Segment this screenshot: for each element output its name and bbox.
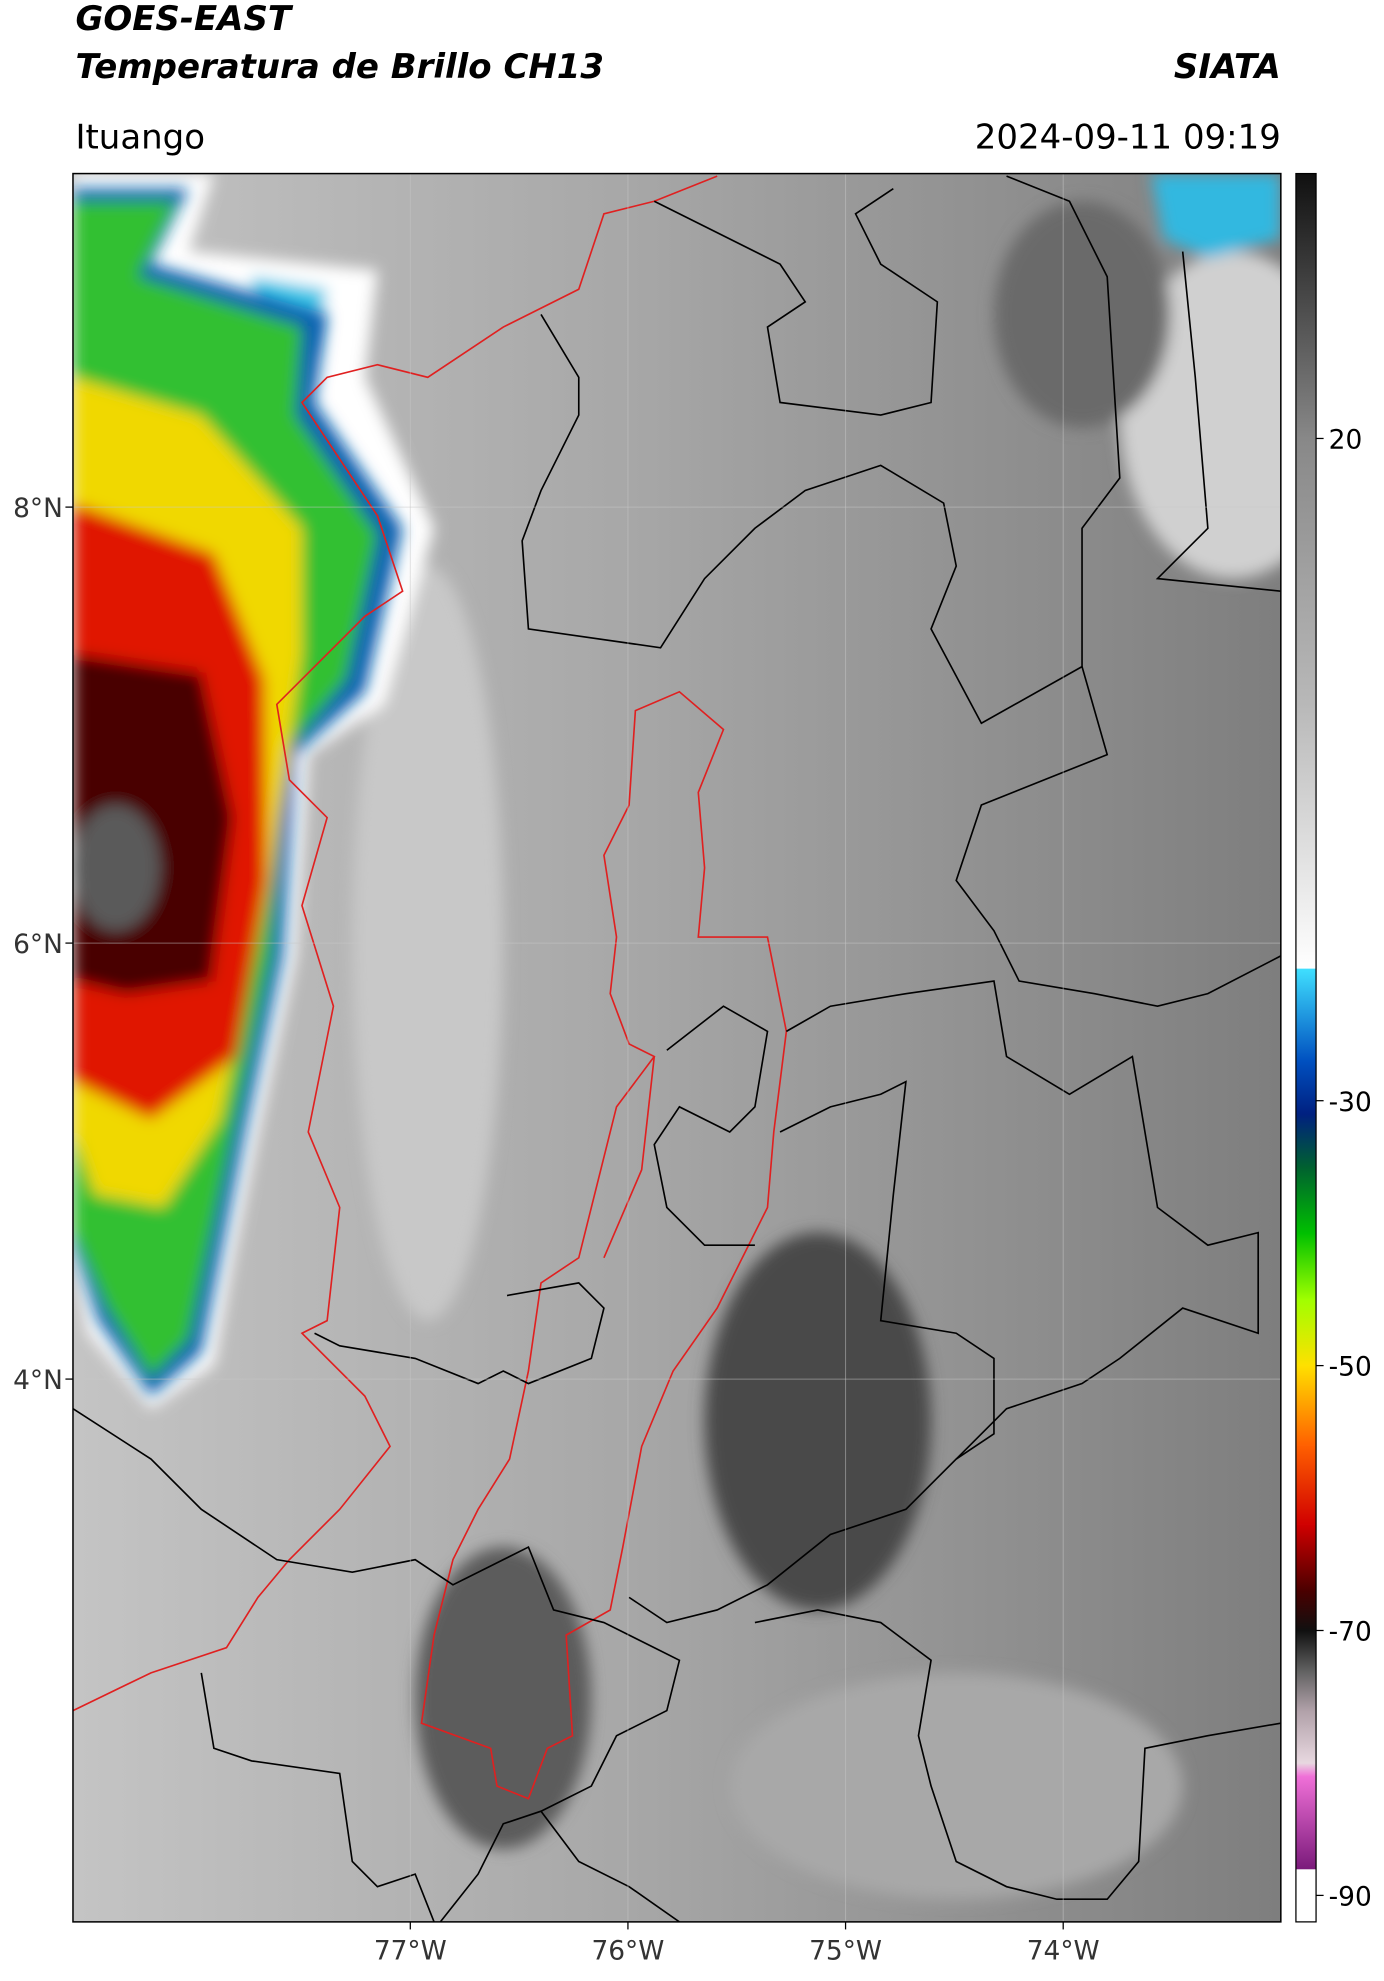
timestamp: 2024-09-11 09:19 [975, 117, 1281, 157]
x-tick-label: 76°W [591, 1936, 664, 1967]
colorbar-segment [1295, 1670, 1317, 1711]
colorbar-tick-label: 20 [1329, 425, 1363, 456]
axes: 77°W 76°W 75°W 74°W 8°N 6°N 4°N 20 -30 -50 -70 -90 [13, 425, 1372, 1967]
location: Ituango [75, 117, 205, 157]
colorbar-segment [1295, 1762, 1317, 1777]
colorbar-segment [1295, 438, 1317, 704]
map-frame [72, 172, 1282, 1923]
colorbar-segment [1295, 1590, 1317, 1631]
colorbar-segment [1295, 703, 1317, 969]
colorbar-tick-label: -70 [1329, 1617, 1372, 1648]
colorbar-segment [1295, 1776, 1317, 1870]
colorbar-tick-label: -50 [1329, 1352, 1372, 1383]
colorbar-segment [1295, 1060, 1317, 1115]
colorbar-segment [1295, 1166, 1317, 1234]
colorbar-segment [1295, 1709, 1317, 1764]
x-tick-label: 75°W [809, 1936, 882, 1967]
colorbar [1295, 173, 1317, 1923]
satellite-image [72, 173, 1281, 1922]
colorbar-segment [1295, 1113, 1317, 1168]
colorbar-segment [1295, 1868, 1317, 1923]
grid [72, 173, 1281, 1922]
colorbar-segment [1295, 1233, 1317, 1300]
colorbar-tick-label: -30 [1329, 1087, 1372, 1118]
title: GOES-EAST [75, 0, 293, 39]
colorbar-segment [1295, 1524, 1317, 1592]
y-tick-label: 8°N [13, 493, 63, 524]
colorbar-segment [1295, 968, 1317, 1062]
colorbar-segment [1295, 1445, 1317, 1525]
colorbar-segment [1295, 1630, 1317, 1671]
x-tick-label: 77°W [374, 1936, 447, 1967]
boundaries [72, 175, 1281, 1922]
y-tick-label: 6°N [13, 929, 63, 960]
colorbar-segment [1295, 173, 1317, 439]
colorbar-segment [1295, 1365, 1317, 1446]
y-tick-label: 4°N [13, 1365, 63, 1396]
x-tick-label: 74°W [1027, 1936, 1100, 1967]
source: SIATA [1174, 47, 1281, 87]
subtitle: Temperatura de Brillo CH13 [75, 47, 604, 87]
colorbar-frame [1295, 172, 1317, 1923]
colorbar-segment [1295, 1299, 1317, 1366]
colorbar-tick-label: -90 [1329, 1881, 1372, 1912]
